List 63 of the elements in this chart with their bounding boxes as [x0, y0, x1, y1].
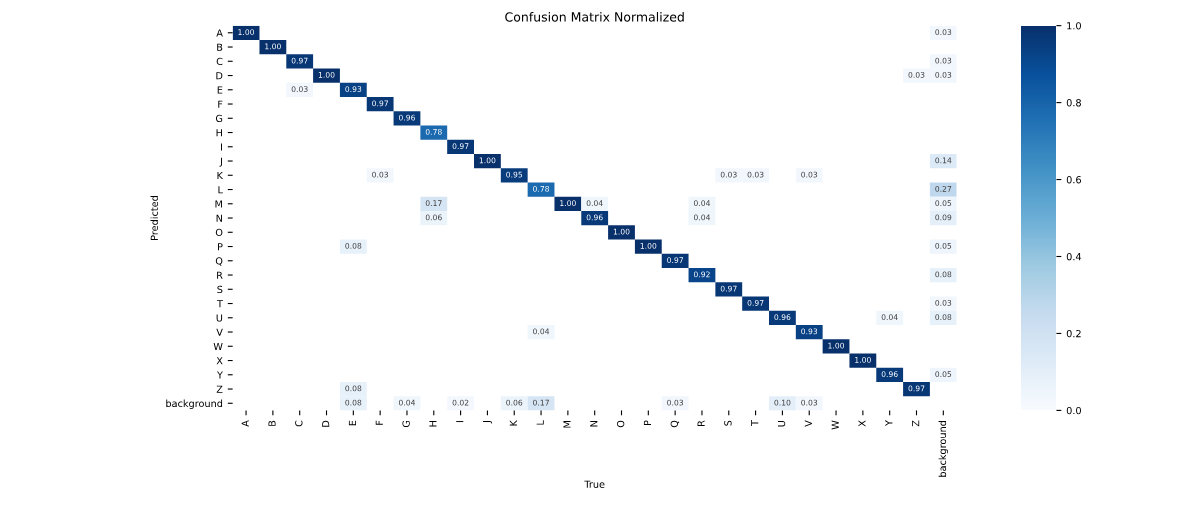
color-bar-label: 0.2 — [1066, 329, 1081, 338]
y-tick-label: L — [218, 186, 223, 194]
y-tick-label: J — [219, 157, 222, 167]
y-tick-label: E — [217, 86, 223, 94]
x-tick-label: B — [268, 420, 276, 426]
y-tick-label: Y — [216, 371, 223, 379]
y-tick-label: I — [221, 143, 222, 151]
y-tick-label: G — [215, 114, 223, 123]
x-tick-label: Y — [885, 420, 893, 427]
x-tick-label: P — [643, 420, 651, 426]
x-axis-title: True — [584, 480, 605, 488]
color-bar-label: 1.0 — [1067, 22, 1081, 30]
x-tick-label: D — [322, 420, 330, 427]
y-tick-label: N — [216, 214, 222, 222]
y-tick-label: D — [216, 72, 223, 80]
x-tick-label: C — [295, 420, 303, 427]
x-tick-label: Q — [670, 420, 680, 428]
x-tick-label: U — [778, 420, 786, 427]
x-tick-label: A — [241, 420, 249, 427]
color-bar-label: 0.0 — [1066, 406, 1081, 415]
x-tick-label: I — [456, 421, 464, 423]
x-tick-label: K — [509, 419, 517, 426]
y-tick-label: O — [215, 228, 223, 237]
y-axis-title: Predicted — [150, 196, 158, 240]
color-bar-label: 0.8 — [1066, 99, 1081, 107]
x-tick-label: N — [590, 421, 598, 427]
y-tick-label: M — [215, 200, 222, 208]
color-bar-label: 0.6 — [1066, 176, 1081, 184]
x-tick-label: J — [483, 421, 493, 424]
y-tick-label: H — [216, 129, 222, 137]
x-tick-label: R — [697, 420, 705, 426]
y-tick-label: T — [216, 300, 223, 308]
y-tick-label: Q — [215, 257, 223, 266]
x-tick-label: M — [563, 421, 571, 428]
y-tick-label: background — [166, 399, 223, 409]
x-tick-label: background — [938, 421, 949, 477]
x-tick-label: L — [536, 420, 544, 425]
y-tick-label: A — [216, 29, 223, 37]
chart-title: Confusion Matrix Normalized — [505, 11, 684, 22]
x-tick-label: T — [751, 420, 759, 427]
x-tick-label: F — [375, 420, 383, 425]
y-tick-label: W — [213, 342, 223, 350]
y-tick-label: K — [217, 171, 224, 179]
x-tick-label: Z — [912, 420, 920, 427]
x-tick-label: O — [616, 420, 625, 428]
y-tick-label: P — [218, 243, 223, 251]
y-tick-label: R — [217, 271, 223, 279]
x-tick-label: H — [429, 421, 437, 427]
x-tick-label: G — [402, 420, 410, 428]
y-tick-label: S — [217, 285, 223, 294]
x-tick-label: W — [831, 420, 839, 430]
x-tick-label: V — [804, 420, 812, 427]
y-tick-label: F — [218, 100, 223, 108]
x-tick-label: E — [348, 420, 357, 426]
x-tick-label: X — [858, 420, 866, 427]
x-tick-label: S — [724, 420, 732, 426]
y-tick-label: C — [216, 57, 223, 66]
y-tick-label: U — [216, 314, 223, 322]
y-tick-label: X — [216, 357, 223, 365]
color-bar-label: 0.4 — [1066, 252, 1082, 261]
y-tick-label: B — [217, 43, 223, 51]
y-tick-label: Z — [216, 385, 223, 393]
y-tick-label: V — [216, 328, 223, 336]
